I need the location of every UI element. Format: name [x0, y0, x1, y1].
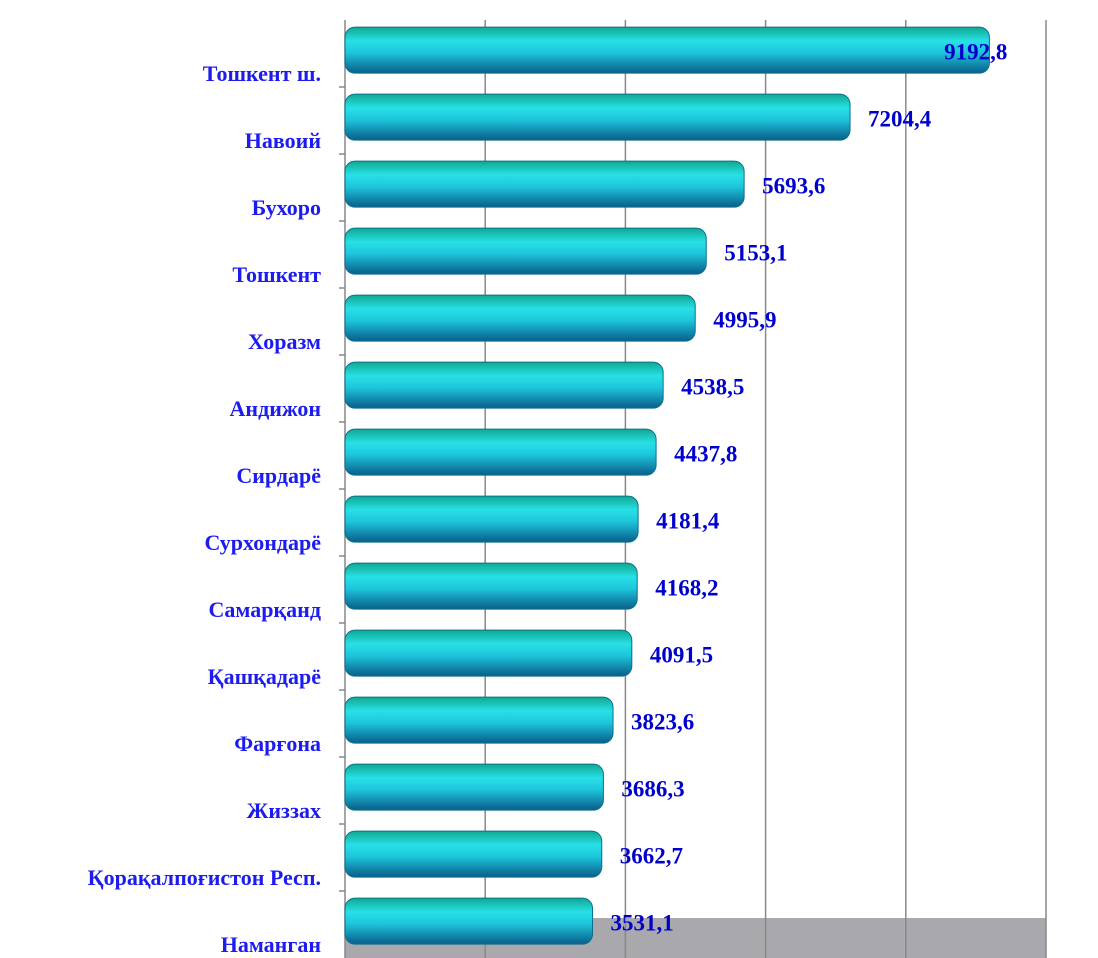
bar — [344, 696, 614, 744]
value-label: 3823,6 — [631, 709, 694, 734]
bar — [344, 428, 657, 476]
value-label: 3531,1 — [611, 910, 674, 935]
bar — [344, 227, 707, 275]
value-label: 4091,5 — [650, 642, 713, 667]
category-label: Хоразм — [248, 329, 321, 354]
category-label: Қорақалпоғистон Респ. — [88, 865, 321, 890]
value-label: 5153,1 — [724, 240, 787, 265]
value-label: 3686,3 — [621, 776, 684, 801]
category-label: Тошкент — [232, 262, 321, 287]
bar — [344, 830, 603, 878]
value-label: 4995,9 — [713, 307, 776, 332]
bar — [344, 26, 990, 74]
category-label: Қашқадарё — [208, 664, 322, 689]
value-label: 7204,4 — [868, 106, 932, 131]
category-label: Бухоро — [252, 195, 321, 220]
value-label: 9192,8 — [944, 39, 1007, 64]
category-label: Наманган — [221, 932, 322, 957]
category-label: Андижон — [230, 396, 322, 421]
value-label: 3662,7 — [620, 843, 683, 868]
category-label: Сурхондарё — [204, 530, 321, 555]
category-label: Тошкент ш. — [203, 61, 321, 86]
value-label: 4437,8 — [674, 441, 737, 466]
bar — [344, 562, 638, 610]
category-label: Жиззах — [247, 798, 321, 823]
bar — [344, 897, 594, 945]
bar — [344, 763, 604, 811]
bar — [344, 294, 696, 342]
category-label: Навоий — [245, 128, 322, 153]
value-label: 5693,6 — [762, 173, 825, 198]
category-label: Фарғона — [234, 731, 321, 756]
value-label: 4181,4 — [656, 508, 720, 533]
bar — [344, 93, 851, 141]
bar — [344, 160, 745, 208]
category-label: Сирдарё — [236, 463, 321, 488]
bar — [344, 361, 664, 409]
bar — [344, 495, 639, 543]
value-label: 4168,2 — [655, 575, 718, 600]
value-label: 4538,5 — [681, 374, 744, 399]
bar — [344, 629, 633, 677]
category-label: Самарқанд — [209, 597, 321, 622]
